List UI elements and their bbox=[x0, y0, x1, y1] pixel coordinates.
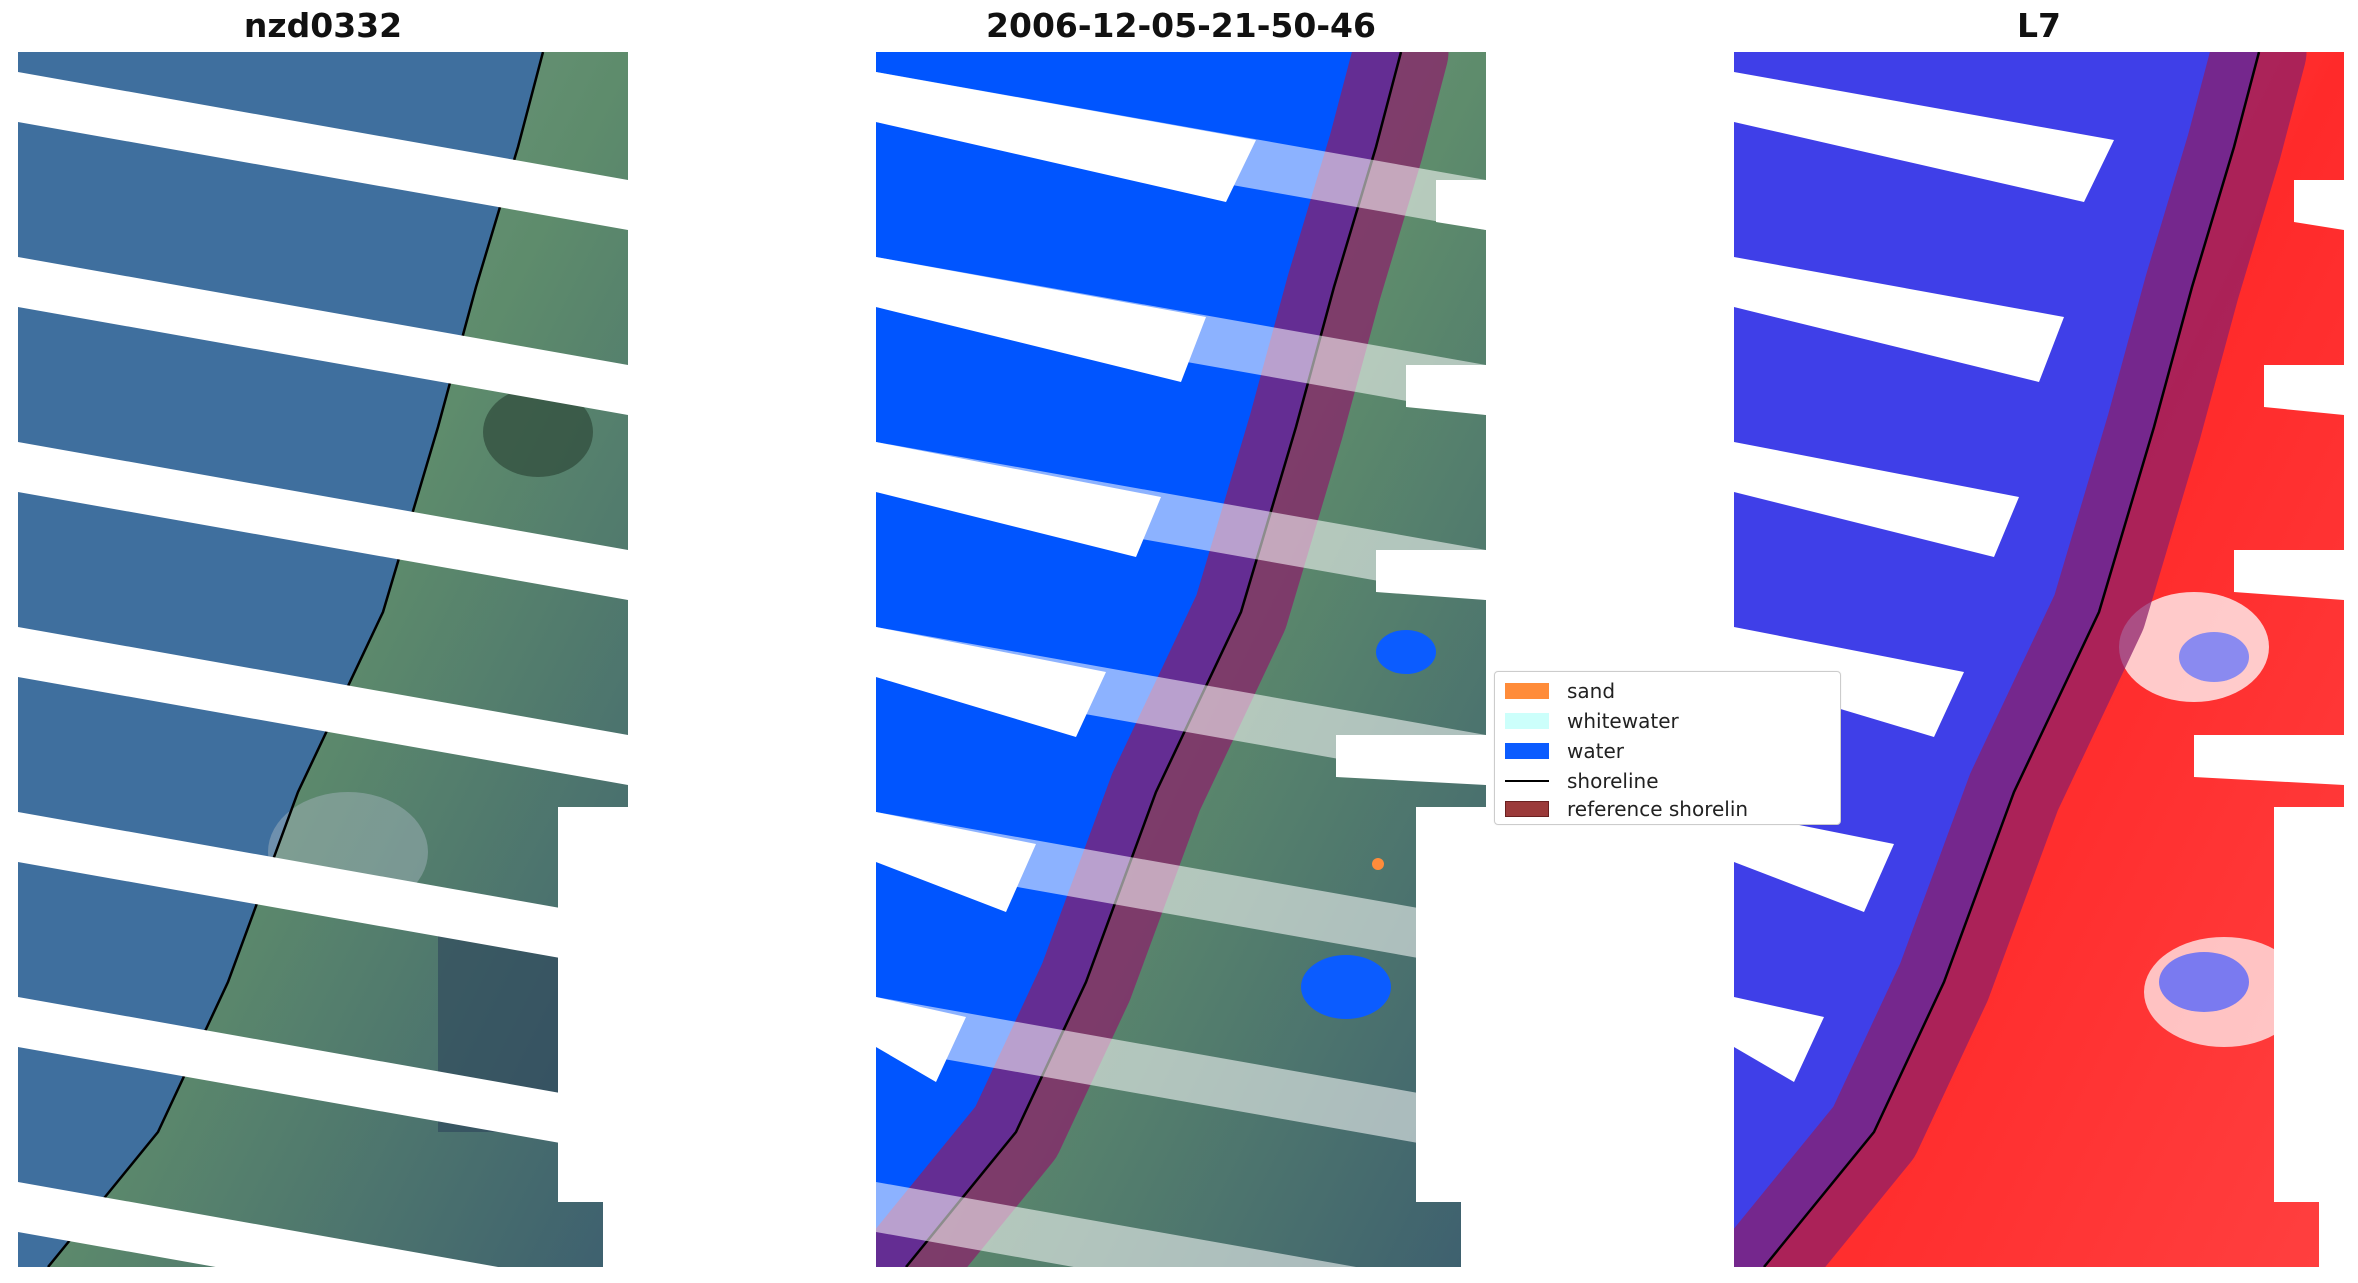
water-swatch bbox=[1505, 743, 1549, 759]
index-blue-patch bbox=[2179, 632, 2249, 682]
dark-forest-patch bbox=[483, 387, 593, 477]
index-blue-patch bbox=[2159, 952, 2249, 1012]
index-image-panel bbox=[1734, 52, 2344, 1267]
shoreline-line bbox=[1763, 52, 2261, 1267]
scan-line-gaps bbox=[18, 72, 628, 1267]
shoreline-line-swatch bbox=[1505, 780, 1549, 782]
legend-item-water: water bbox=[1505, 737, 1624, 765]
legend-item-reference-shoreline: reference shorelin bbox=[1505, 795, 1748, 823]
classified-image-panel bbox=[876, 52, 1486, 1267]
legend: sand whitewater water shoreline referenc… bbox=[1494, 671, 1841, 825]
legend-label: reference shorelin bbox=[1567, 797, 1749, 821]
legend-label: water bbox=[1567, 739, 1624, 763]
sand-swatch bbox=[1505, 683, 1549, 699]
whitewater-swatch bbox=[1505, 713, 1549, 729]
water-class-patch bbox=[1376, 630, 1436, 674]
legend-label: sand bbox=[1567, 679, 1616, 703]
sand-class-spot bbox=[1372, 858, 1384, 870]
panel-title-rgb: nzd0332 bbox=[243, 6, 403, 45]
rgb-image-panel bbox=[18, 52, 628, 1267]
reference-shoreline-swatch bbox=[1505, 801, 1549, 817]
scan-line-gaps bbox=[1734, 72, 2344, 1267]
panel-title-classified: 2006-12-05-21-50-46 bbox=[986, 6, 1376, 45]
legend-item-whitewater: whitewater bbox=[1505, 707, 1679, 735]
legend-label: shoreline bbox=[1567, 769, 1659, 793]
water-class-patch bbox=[1301, 955, 1391, 1019]
panel-title-index: L7 bbox=[2017, 6, 2061, 45]
legend-label: whitewater bbox=[1567, 709, 1679, 733]
legend-item-shoreline: shoreline bbox=[1505, 767, 1659, 795]
scan-line-gaps-solid bbox=[876, 72, 1486, 1267]
legend-item-sand: sand bbox=[1505, 677, 1615, 705]
